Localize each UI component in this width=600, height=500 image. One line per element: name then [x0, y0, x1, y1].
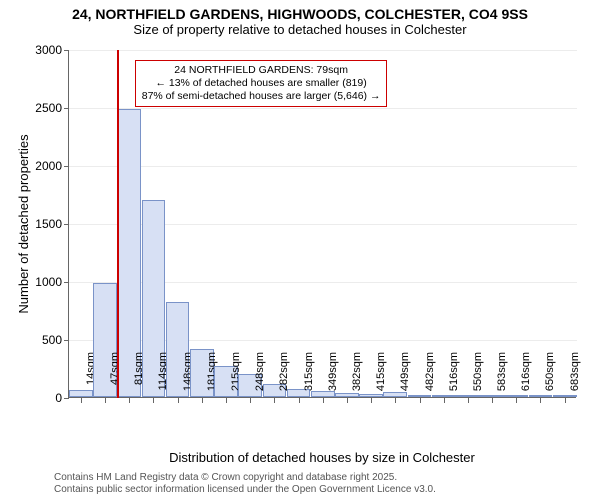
ytick-mark	[64, 166, 69, 167]
xtick-mark	[226, 398, 227, 403]
xtick-mark	[444, 398, 445, 403]
xtick-mark	[395, 398, 396, 403]
x-axis-label: Distribution of detached houses by size …	[68, 450, 576, 465]
page-title-line1: 24, NORTHFIELD GARDENS, HIGHWOODS, COLCH…	[0, 6, 600, 22]
annotation-line1: 24 NORTHFIELD GARDENS: 79sqm	[142, 64, 381, 77]
page-title-line2: Size of property relative to detached ho…	[0, 22, 600, 37]
reference-marker-line	[117, 50, 119, 398]
ytick-label: 1500	[12, 217, 62, 231]
annotation-line3: 87% of semi-detached houses are larger (…	[142, 90, 381, 103]
ytick-mark	[64, 340, 69, 341]
annotation-box: 24 NORTHFIELD GARDENS: 79sqm← 13% of det…	[135, 60, 388, 107]
xtick-mark	[323, 398, 324, 403]
xtick-mark	[516, 398, 517, 403]
annotation-line2: ← 13% of detached houses are smaller (81…	[142, 77, 381, 90]
ytick-label: 1000	[12, 275, 62, 289]
ytick-label: 500	[12, 333, 62, 347]
footer-line1: Contains HM Land Registry data © Crown c…	[54, 472, 436, 484]
xtick-mark	[540, 398, 541, 403]
ytick-label: 3000	[12, 43, 62, 57]
ytick-mark	[64, 282, 69, 283]
ytick-mark	[64, 50, 69, 51]
histogram-chart: Number of detached properties 0500100015…	[68, 50, 576, 433]
xtick-mark	[371, 398, 372, 403]
xtick-mark	[202, 398, 203, 403]
xtick-mark	[420, 398, 421, 403]
ytick-label: 0	[12, 391, 62, 405]
xtick-mark	[565, 398, 566, 403]
xtick-mark	[274, 398, 275, 403]
xtick-mark	[129, 398, 130, 403]
ytick-mark	[64, 108, 69, 109]
xtick-mark	[250, 398, 251, 403]
xtick-mark	[347, 398, 348, 403]
xtick-label: 683sqm	[569, 352, 581, 402]
xtick-mark	[468, 398, 469, 403]
footer-attribution: Contains HM Land Registry data © Crown c…	[54, 472, 436, 496]
xtick-mark	[105, 398, 106, 403]
xtick-mark	[178, 398, 179, 403]
grid-line	[69, 166, 577, 167]
ytick-label: 2000	[12, 159, 62, 173]
grid-line	[69, 108, 577, 109]
grid-line	[69, 50, 577, 51]
xtick-mark	[492, 398, 493, 403]
xtick-mark	[153, 398, 154, 403]
xtick-mark	[299, 398, 300, 403]
ytick-mark	[64, 224, 69, 225]
footer-line2: Contains public sector information licen…	[54, 484, 436, 496]
xtick-mark	[81, 398, 82, 403]
ytick-label: 2500	[12, 101, 62, 115]
plot-area: 05001000150020002500300014sqm47sqm81sqm1…	[68, 50, 576, 398]
ytick-mark	[64, 398, 69, 399]
